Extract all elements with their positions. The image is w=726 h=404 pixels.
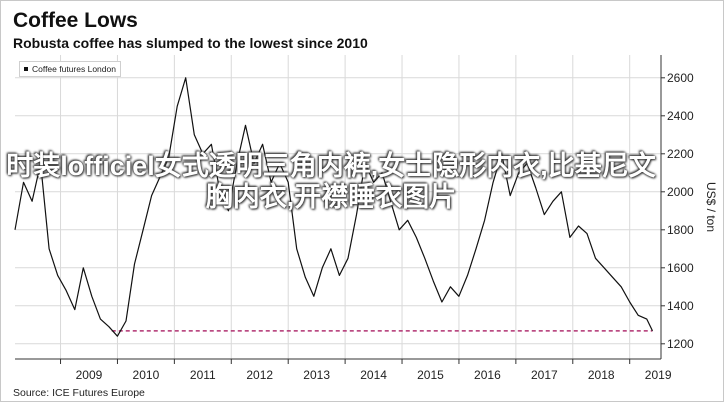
y-axis-label: US$ / ton bbox=[704, 182, 718, 232]
x-tick-label: 2018 bbox=[588, 368, 615, 382]
legend-label: Coffee futures London bbox=[32, 64, 116, 74]
x-tick-label: 2013 bbox=[303, 368, 330, 382]
y-tick-label: 2200 bbox=[667, 147, 694, 161]
x-tick-label: 2016 bbox=[474, 368, 501, 382]
series-line-coffee-futures bbox=[14, 77, 654, 337]
source-note: Source: ICE Futures Europe bbox=[13, 387, 145, 399]
x-tick-label: 2019 bbox=[645, 368, 672, 382]
x-tick-label: 2015 bbox=[417, 368, 444, 382]
x-tick-label: 2017 bbox=[531, 368, 558, 382]
y-tick-label: 1600 bbox=[667, 261, 694, 275]
y-tick-label: 1800 bbox=[667, 223, 694, 237]
x-tick-label: 2010 bbox=[133, 368, 160, 382]
y-tick-label: 2600 bbox=[667, 71, 694, 85]
legend-swatch bbox=[24, 67, 28, 71]
y-tick-label: 1200 bbox=[667, 337, 694, 351]
chart-subtitle: Robusta coffee has slumped to the lowest… bbox=[13, 35, 368, 51]
legend: Coffee futures London bbox=[19, 61, 121, 77]
y-tick-label: 2400 bbox=[667, 109, 694, 123]
x-tick-label: 2014 bbox=[360, 368, 387, 382]
chart-title: Coffee Lows bbox=[13, 9, 138, 32]
y-tick-label: 2000 bbox=[667, 185, 694, 199]
x-tick-label: 2011 bbox=[190, 368, 216, 382]
x-tick-label: 2009 bbox=[76, 368, 103, 382]
y-tick-label: 1400 bbox=[667, 299, 694, 313]
x-tick-label: 2012 bbox=[246, 368, 273, 382]
